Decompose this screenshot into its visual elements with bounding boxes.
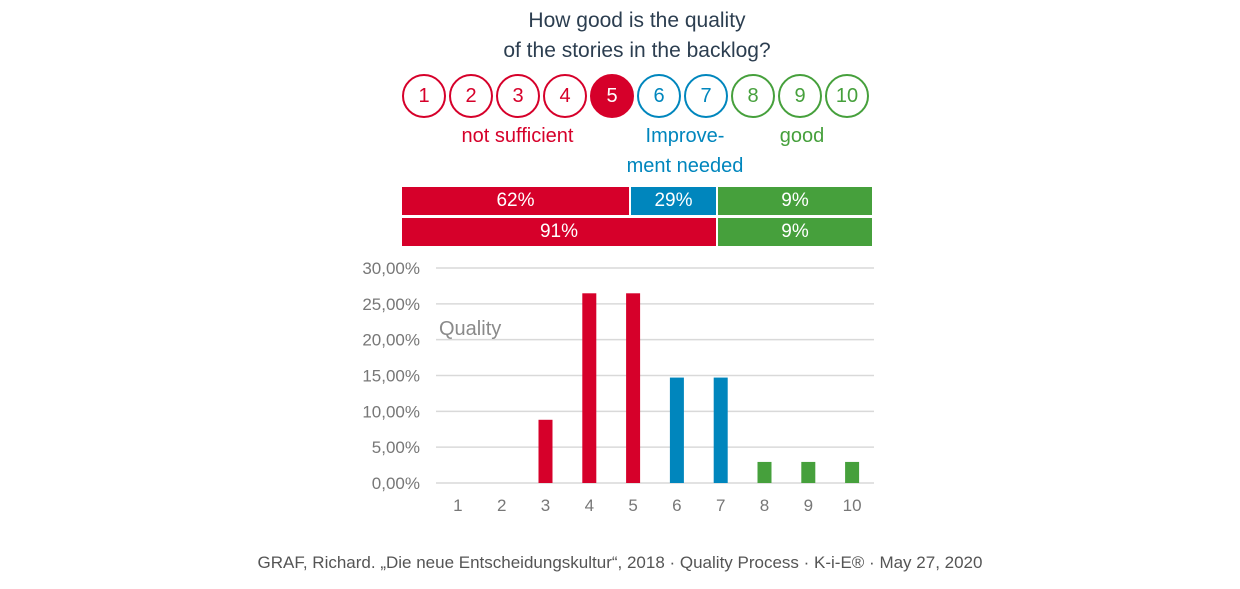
y-tick-label: 30,00% xyxy=(362,259,420,278)
x-tick-label: 2 xyxy=(497,496,506,515)
x-tick-label: 4 xyxy=(585,496,594,515)
rating-circle-4[interactable]: 4 xyxy=(543,74,587,118)
summary-row1-segment-red: 62% xyxy=(402,187,629,215)
x-tick-label: 3 xyxy=(541,496,550,515)
bar-4 xyxy=(582,293,597,483)
summary-row2-segment-red: 91% xyxy=(402,218,716,246)
rating-circle-3[interactable]: 3 xyxy=(496,74,540,118)
x-tick-label: 1 xyxy=(453,496,462,515)
bar-9 xyxy=(801,461,816,483)
bar-5 xyxy=(626,293,641,483)
summary-row1-segment-green: 9% xyxy=(718,187,872,215)
y-tick-label: 0,00% xyxy=(372,474,420,493)
footer-citation: GRAF, Richard. „Die neue Entscheidungsku… xyxy=(257,553,983,572)
rating-circle-10[interactable]: 10 xyxy=(825,74,869,118)
label-good: good xyxy=(779,125,825,147)
bar-chart: 0,00% 5,00% 10,00% 15,00% 20,00% 25,00% 30,00%… xyxy=(362,259,874,515)
bar-7 xyxy=(713,377,728,483)
label-improvement-1: Improve- xyxy=(645,125,725,147)
x-tick-label: 10 xyxy=(843,496,862,515)
rating-circle-6[interactable]: 6 xyxy=(637,74,681,118)
bar-8 xyxy=(757,461,772,483)
summary-row1-segment-blue: 29% xyxy=(631,187,716,215)
y-tick-label: 20,00% xyxy=(362,331,420,350)
x-tick-label: 9 xyxy=(804,496,813,515)
title-line-2: of the stories in the backlog? xyxy=(503,39,771,62)
bar-3 xyxy=(538,419,553,483)
rating-circle-8[interactable]: 8 xyxy=(731,74,775,118)
summary-row2-segment-green: 9% xyxy=(718,218,872,246)
x-tick-label: 5 xyxy=(628,496,637,515)
rating-circle-2[interactable]: 2 xyxy=(449,74,493,118)
chart-title: Quality xyxy=(439,318,501,340)
bar-10 xyxy=(845,461,860,483)
x-tick-label: 6 xyxy=(672,496,681,515)
y-tick-label: 25,00% xyxy=(362,295,420,314)
x-tick-label: 8 xyxy=(760,496,769,515)
rating-circle-1[interactable]: 1 xyxy=(402,74,446,118)
x-tick-label: 7 xyxy=(716,496,725,515)
rating-circle-7[interactable]: 7 xyxy=(684,74,728,118)
bar-6 xyxy=(669,377,684,483)
title-line-1: How good is the quality xyxy=(528,9,746,32)
y-tick-label: 5,00% xyxy=(372,438,420,457)
label-not-sufficient: not sufficient xyxy=(461,125,574,147)
y-tick-label: 15,00% xyxy=(362,367,420,386)
y-tick-label: 10,00% xyxy=(362,402,420,421)
rating-circle-5[interactable]: 5 xyxy=(590,74,634,118)
label-improvement-2: ment needed xyxy=(626,155,744,177)
rating-circle-9[interactable]: 9 xyxy=(778,74,822,118)
